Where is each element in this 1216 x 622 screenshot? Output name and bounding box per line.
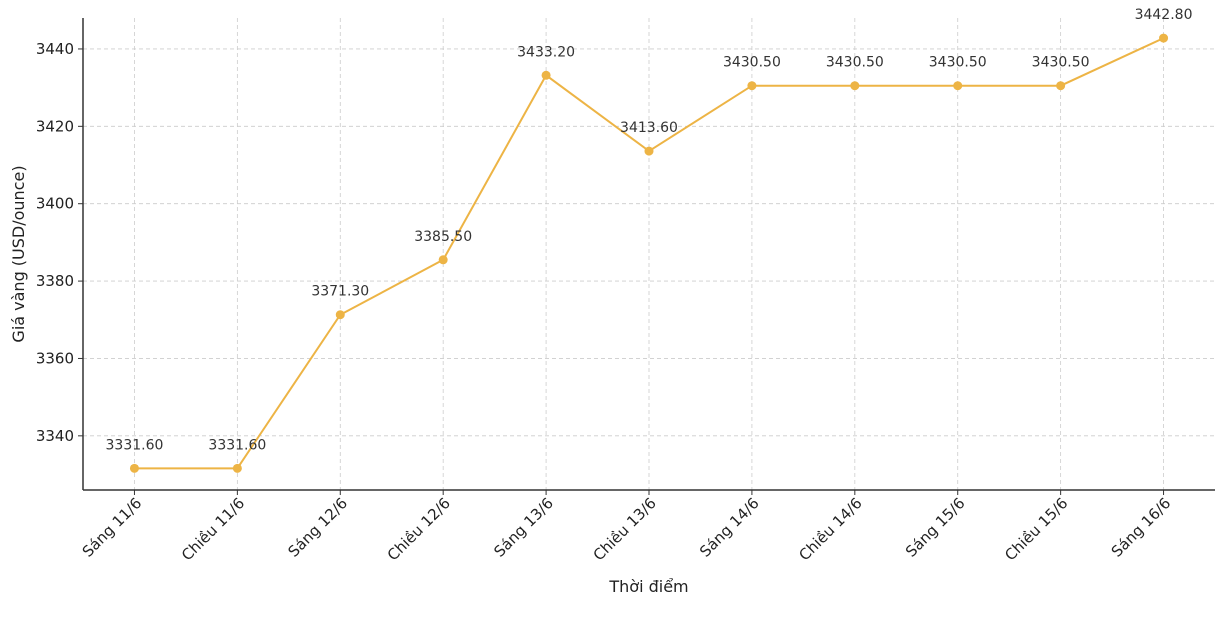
- data-label: 3371.30: [311, 284, 369, 300]
- x-tick-label: Chiều 14/6: [795, 494, 865, 564]
- grid: [83, 18, 1215, 490]
- data-label: 3430.50: [723, 55, 781, 71]
- data-label: 3413.60: [620, 120, 678, 136]
- data-label: 3442.80: [1135, 7, 1193, 23]
- data-label: 3331.60: [208, 437, 266, 453]
- data-label: 3430.50: [1032, 55, 1090, 71]
- x-tick-label: Sáng 12/6: [284, 494, 351, 561]
- data-label: 3331.60: [106, 437, 164, 453]
- y-tick-label: 3400: [36, 195, 74, 213]
- y-tick-label: 3360: [36, 349, 74, 367]
- y-tick-label: 3440: [36, 40, 74, 58]
- x-tick-label: Sáng 11/6: [79, 494, 146, 561]
- x-tick-label: Chiều 11/6: [178, 494, 248, 564]
- axes: 3340 3360 3380 3400 3420 3440 Sáng 11/6 Chiều 1…: [36, 18, 1215, 564]
- data-point: [541, 70, 551, 80]
- data-point: [644, 146, 654, 156]
- x-tick-label: Chiều 12/6: [384, 494, 454, 564]
- series: [129, 33, 1169, 473]
- x-tick-label: Sáng 16/6: [1108, 494, 1175, 561]
- data-label: 3430.50: [826, 55, 884, 71]
- data-labels: 3331.60 3331.60 3371.30 3385.50 3433.20 3413.…: [106, 7, 1193, 453]
- y-axis-label: Giá vàng (USD/ounce): [9, 165, 28, 342]
- x-tick-label: Sáng 15/6: [902, 494, 969, 561]
- data-point: [850, 81, 860, 91]
- x-tick-label: Sáng 14/6: [696, 494, 763, 561]
- x-tick-label: Chiều 15/6: [1001, 494, 1071, 564]
- data-label: 3385.50: [414, 229, 472, 245]
- y-tick-label: 3340: [36, 427, 74, 445]
- x-axis-label: Thời điểm: [608, 577, 688, 596]
- data-point: [335, 310, 345, 320]
- data-label: 3433.20: [517, 44, 575, 60]
- x-tick-label: Chiều 13/6: [590, 494, 660, 564]
- data-point: [129, 463, 139, 473]
- data-point: [438, 255, 448, 265]
- data-point: [953, 81, 963, 91]
- y-tick-label: 3380: [36, 272, 74, 290]
- data-point: [1159, 33, 1169, 43]
- data-label: 3430.50: [929, 55, 987, 71]
- y-tick-label: 3420: [36, 117, 74, 135]
- x-tick-label: Sáng 13/6: [490, 494, 557, 561]
- data-point: [747, 81, 757, 91]
- data-point: [1056, 81, 1066, 91]
- data-point: [232, 463, 242, 473]
